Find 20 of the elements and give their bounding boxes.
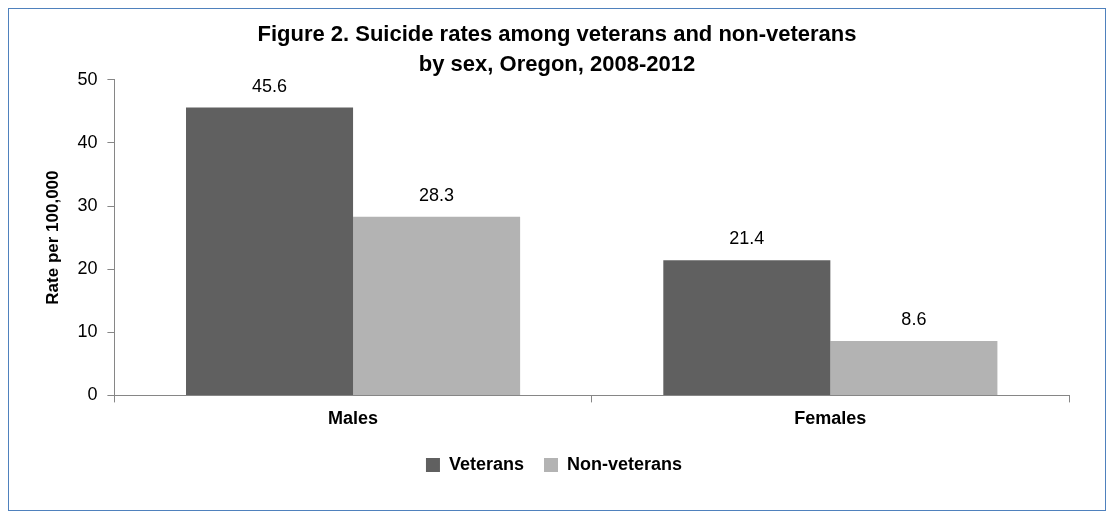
bar [663, 260, 831, 395]
y-tick-label: 20 [77, 258, 98, 279]
data-label: 8.6 [901, 309, 927, 330]
y-tick-label: 0 [87, 384, 98, 405]
x-tick-label: Males [328, 408, 379, 429]
y-axis-title: Rate per 100,000 [42, 170, 62, 305]
data-label: 21.4 [729, 228, 765, 249]
y-tick-label: 30 [77, 195, 98, 216]
data-label: 28.3 [419, 184, 455, 205]
y-tick-label: 10 [77, 321, 98, 342]
bar [186, 107, 354, 395]
bar [353, 216, 521, 395]
y-tick-label: 50 [77, 68, 98, 89]
legend-label: Veterans [448, 453, 525, 474]
bar [830, 341, 998, 395]
legend-label: Non-veterans [567, 453, 683, 474]
y-tick-label: 40 [77, 131, 98, 152]
chart-title: Figure 2. Suicide rates among veterans and non-veterans by sex, Oregon, 2008-2012 [257, 21, 857, 76]
data-label: 45.6 [252, 75, 288, 96]
x-tick-label: Females [794, 408, 867, 429]
